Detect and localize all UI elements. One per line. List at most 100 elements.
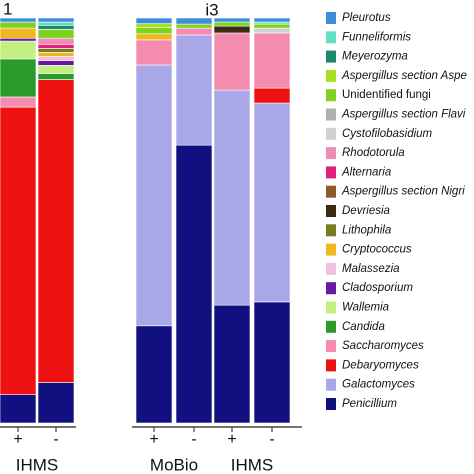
- legend-swatch: [326, 243, 336, 256]
- bar-segment: [37, 17, 75, 23]
- bar-segment: [175, 17, 213, 25]
- legend-swatch: [326, 205, 336, 217]
- legend-swatch: [326, 282, 336, 295]
- x-tick-label: -: [53, 431, 58, 448]
- legend-label: Cryptococcus: [342, 244, 412, 256]
- legend-swatch: [326, 378, 336, 391]
- bar-segment: [0, 58, 37, 98]
- x-tick-label: +: [227, 431, 236, 448]
- legend-swatch: [326, 31, 336, 44]
- bar-segment: [135, 33, 173, 41]
- bar-segment: [135, 64, 173, 327]
- legend-label: Cystofilobasidium: [342, 128, 433, 140]
- bar-segment: [37, 29, 75, 39]
- x-tick-label: +: [13, 431, 22, 448]
- legend-label: Funneliformis: [342, 31, 411, 43]
- bar-segment: [135, 325, 173, 424]
- legend-label: Wallemia: [342, 302, 389, 314]
- legend-swatch: [326, 301, 336, 314]
- bar-segment: [213, 25, 251, 34]
- legend-label: Rhodotorula: [342, 147, 405, 159]
- bar-segment: [37, 56, 75, 61]
- legend-label: Aspergillus section Aspe: [341, 70, 467, 82]
- bar-segment: [175, 23, 213, 29]
- bar-segment: [0, 17, 37, 23]
- x-tick-label: -: [191, 431, 196, 448]
- bar-segment: [37, 21, 75, 26]
- bar-segment: [253, 17, 291, 23]
- bar-segment: [37, 52, 75, 57]
- legend-swatch: [326, 359, 336, 372]
- bar-segment: [253, 21, 291, 25]
- legend-label: Alternaria: [341, 166, 391, 178]
- bar-segment: [175, 27, 213, 36]
- bar-segment: [213, 17, 251, 23]
- legend-swatch: [326, 262, 336, 275]
- legend-swatch: [326, 340, 336, 353]
- bar-segment: [37, 382, 75, 424]
- legend-label: Debaryomyces: [342, 359, 419, 371]
- bar-segment: [37, 24, 75, 30]
- legend-swatch: [326, 166, 336, 179]
- group-label: MoBio: [150, 455, 198, 474]
- group-label: IHMS: [16, 455, 59, 474]
- legend-label: Penicillium: [342, 398, 397, 410]
- legend-label: Saccharomyces: [342, 340, 424, 352]
- bar-segment: [37, 79, 75, 383]
- legend-swatch: [326, 12, 336, 24]
- bar-segment: [37, 48, 75, 53]
- legend-label: Aspergillus section Flavi: [341, 109, 466, 121]
- bar-segment: [0, 40, 37, 60]
- bar-segment: [37, 44, 75, 49]
- legend-label: Pleurotus: [342, 12, 391, 24]
- bar-segment: [175, 144, 213, 424]
- bar-segment: [135, 23, 173, 29]
- legend-swatch: [326, 127, 336, 140]
- bar-segment: [37, 65, 75, 74]
- bar-segment: [253, 87, 291, 104]
- legend-swatch: [326, 50, 336, 63]
- legend-label: Lithophila: [342, 224, 391, 236]
- bar-segment: [37, 73, 75, 80]
- bar-segment: [213, 89, 251, 306]
- bar-segment: [0, 37, 37, 42]
- panel-title: i3: [205, 0, 218, 19]
- legend-swatch: [326, 185, 336, 198]
- bar-segment: [0, 106, 37, 395]
- bar-segment: [253, 301, 291, 424]
- legend-label: Galactomyces: [342, 379, 415, 391]
- legend-label: Devriesia: [342, 205, 390, 217]
- x-tick-label: +: [149, 431, 158, 448]
- legend-label: Unidentified fungi: [342, 89, 431, 101]
- bar-segment: [213, 32, 251, 91]
- bar-segment: [253, 102, 291, 303]
- bar-segment: [253, 32, 291, 89]
- bar-segment: [37, 37, 75, 45]
- bar-segment: [0, 96, 37, 108]
- bar-segment: [135, 39, 173, 66]
- legend-label: Cladosporium: [342, 282, 413, 294]
- bar-segment: [0, 394, 37, 424]
- bar-segment: [175, 34, 213, 146]
- bar-segment: [0, 27, 37, 39]
- bar-segment: [37, 60, 75, 66]
- bar-segment: [0, 21, 37, 29]
- bar-segment: [135, 27, 173, 35]
- legend-label: Meyerozyma: [342, 51, 408, 63]
- panel-title: 1: [3, 0, 12, 18]
- bar-segment: [253, 27, 291, 34]
- x-tick-label: -: [269, 431, 274, 448]
- legend-label: Candida: [342, 321, 385, 333]
- legend-swatch: [326, 89, 336, 102]
- legend-swatch: [326, 147, 336, 160]
- bar-segment: [135, 17, 173, 24]
- legend-swatch: [326, 320, 336, 333]
- legend-swatch: [326, 108, 336, 121]
- bar-segment: [213, 304, 251, 424]
- legend-label: Aspergillus section Nigri: [341, 186, 465, 198]
- legend-swatch: [326, 398, 336, 410]
- bar-segment: [213, 21, 251, 27]
- legend-swatch: [326, 69, 336, 82]
- legend-label: Malassezia: [342, 263, 400, 275]
